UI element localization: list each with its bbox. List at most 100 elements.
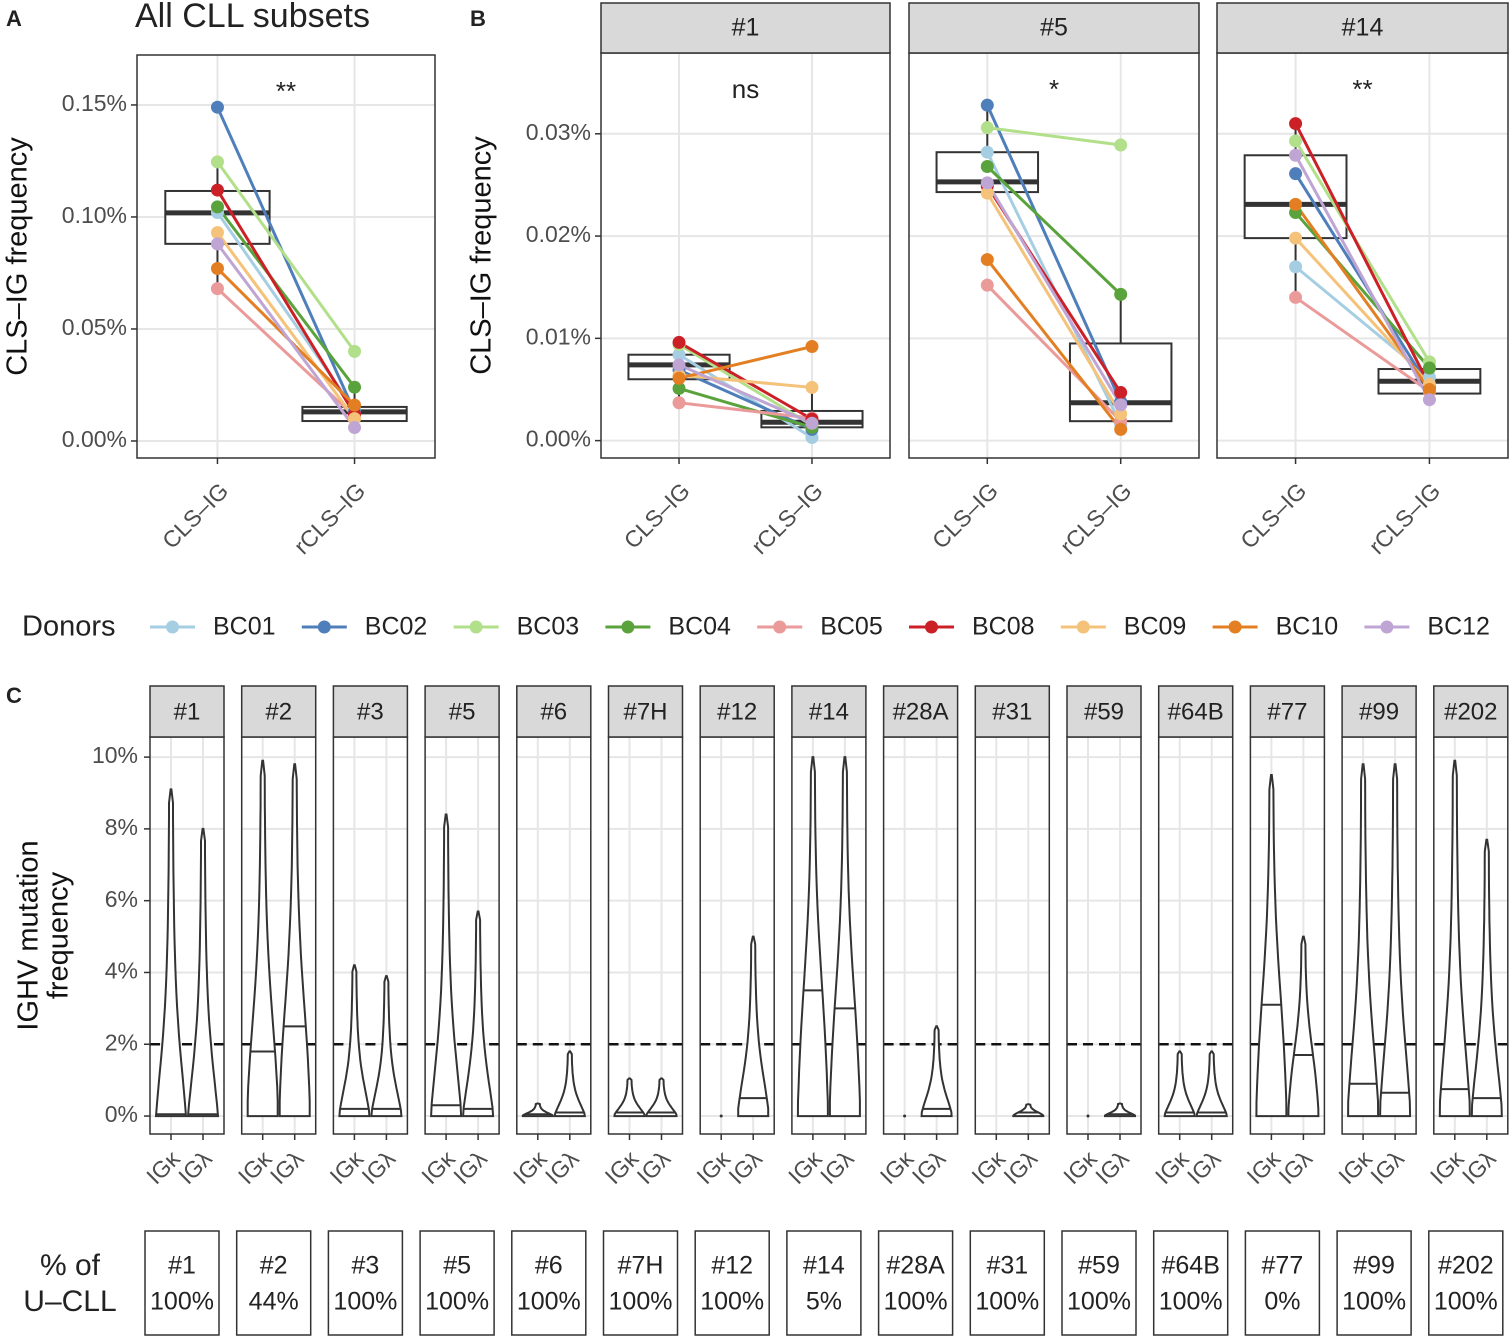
donor-point [1114,407,1128,421]
table-cell [1152,1230,1229,1336]
strip-label: #6 [540,698,567,725]
strip [791,685,867,738]
strip [1157,685,1234,738]
donor-point [348,380,362,394]
table-cell [1244,1230,1321,1336]
table-subset: #59 [1078,1252,1120,1280]
x-tick-label: rCLS–IG [289,477,371,559]
table-value: 100% [425,1288,489,1316]
donor-line [678,401,813,420]
violin [1438,759,1471,1118]
strip [149,685,225,738]
donor-point [1114,287,1128,301]
donor-point [1289,197,1303,211]
table-cell [877,1230,954,1336]
strip-label: #5 [1040,14,1068,42]
donor-line [678,353,813,439]
table-cell [602,1230,679,1336]
table-value: 100% [975,1288,1039,1316]
table-subset: #28A [886,1252,945,1280]
x-tick-label: IGλ [448,1145,492,1189]
violin [737,935,770,1118]
legend-swatch [166,620,179,634]
y-tick-label: 0.03% [526,119,591,145]
table-subset: #5 [443,1252,471,1280]
table-cell [144,1230,220,1336]
donor-point [210,282,224,296]
legend-label: BC02 [365,613,428,641]
table-cell [694,1230,770,1336]
legend-label: BC09 [1124,613,1187,641]
violin [1163,1050,1196,1118]
table-cell [786,1230,862,1336]
donor-point [672,371,686,385]
strip [332,685,409,738]
y-axis-label: CLS–IG frequency [466,136,498,375]
donor-line [216,106,356,413]
table-value: 100% [150,1288,214,1316]
plot-background [333,737,408,1134]
violin [370,975,403,1118]
violin [186,827,220,1118]
plot-background [516,737,591,1134]
table-subset: #99 [1353,1252,1395,1280]
panel-label: C [6,683,22,708]
table-value: 100% [609,1288,673,1316]
x-tick-label: IGλ [173,1145,217,1189]
strip-label: #77 [1267,698,1307,725]
violin [828,756,861,1118]
legend-swatch [621,620,635,634]
violin [1086,1114,1090,1118]
table-subset: #1 [168,1252,196,1280]
legend-swatch [1380,620,1394,634]
donor-line [678,343,813,427]
strip-label: #14 [809,698,849,725]
table-value: 100% [333,1288,397,1316]
donor-point [348,412,362,426]
x-tick-label: rCLS–IG [1055,477,1137,559]
table-value: 0% [1264,1288,1300,1316]
donor-line [986,182,1122,406]
donor-point [1422,361,1436,375]
legend-label: BC04 [668,613,731,641]
donor-point [980,278,994,292]
donor-point [1289,134,1303,148]
donor-line [985,104,1123,403]
strip [1216,2,1509,54]
donor-point [1422,382,1436,396]
annotation: * [1049,74,1059,104]
donor-line [1294,122,1431,387]
y-tick-label: 6% [105,886,138,912]
y-tick-label: 4% [105,958,138,984]
donor-line [216,189,356,415]
y-axis-label: CLS–IG frequency [2,137,34,376]
table-cell [969,1230,1046,1336]
donor-line [1294,296,1431,393]
y-axis-label: IGHV mutation [13,840,45,1030]
x-tick-label: IGλ [1090,1145,1134,1189]
donor-line [986,192,1122,415]
plot-background [975,737,1050,1134]
y-tick-label: 0.10% [62,202,127,228]
donor-line [1294,154,1431,401]
donor-point [1289,290,1303,304]
table-subset: #77 [1262,1252,1304,1280]
violin [1255,774,1288,1118]
donor-line [216,205,356,389]
plot-frame [136,54,436,459]
donor-point [1289,260,1303,274]
table-label: % of [40,1249,101,1282]
x-tick-label: IGλ [265,1145,309,1189]
violin [154,788,188,1118]
table-subset: #64B [1162,1252,1220,1280]
donor-point [980,145,994,159]
violin [920,1025,953,1118]
donor-point [672,348,686,362]
donor-line [986,258,1122,431]
table-label: U–CLL [23,1285,116,1318]
strip-label: #5 [449,698,476,725]
x-tick-label: IGλ [1182,1145,1226,1189]
donor-point [672,335,686,349]
strip-label: #14 [1342,14,1384,42]
legend-label: BC01 [213,613,276,641]
